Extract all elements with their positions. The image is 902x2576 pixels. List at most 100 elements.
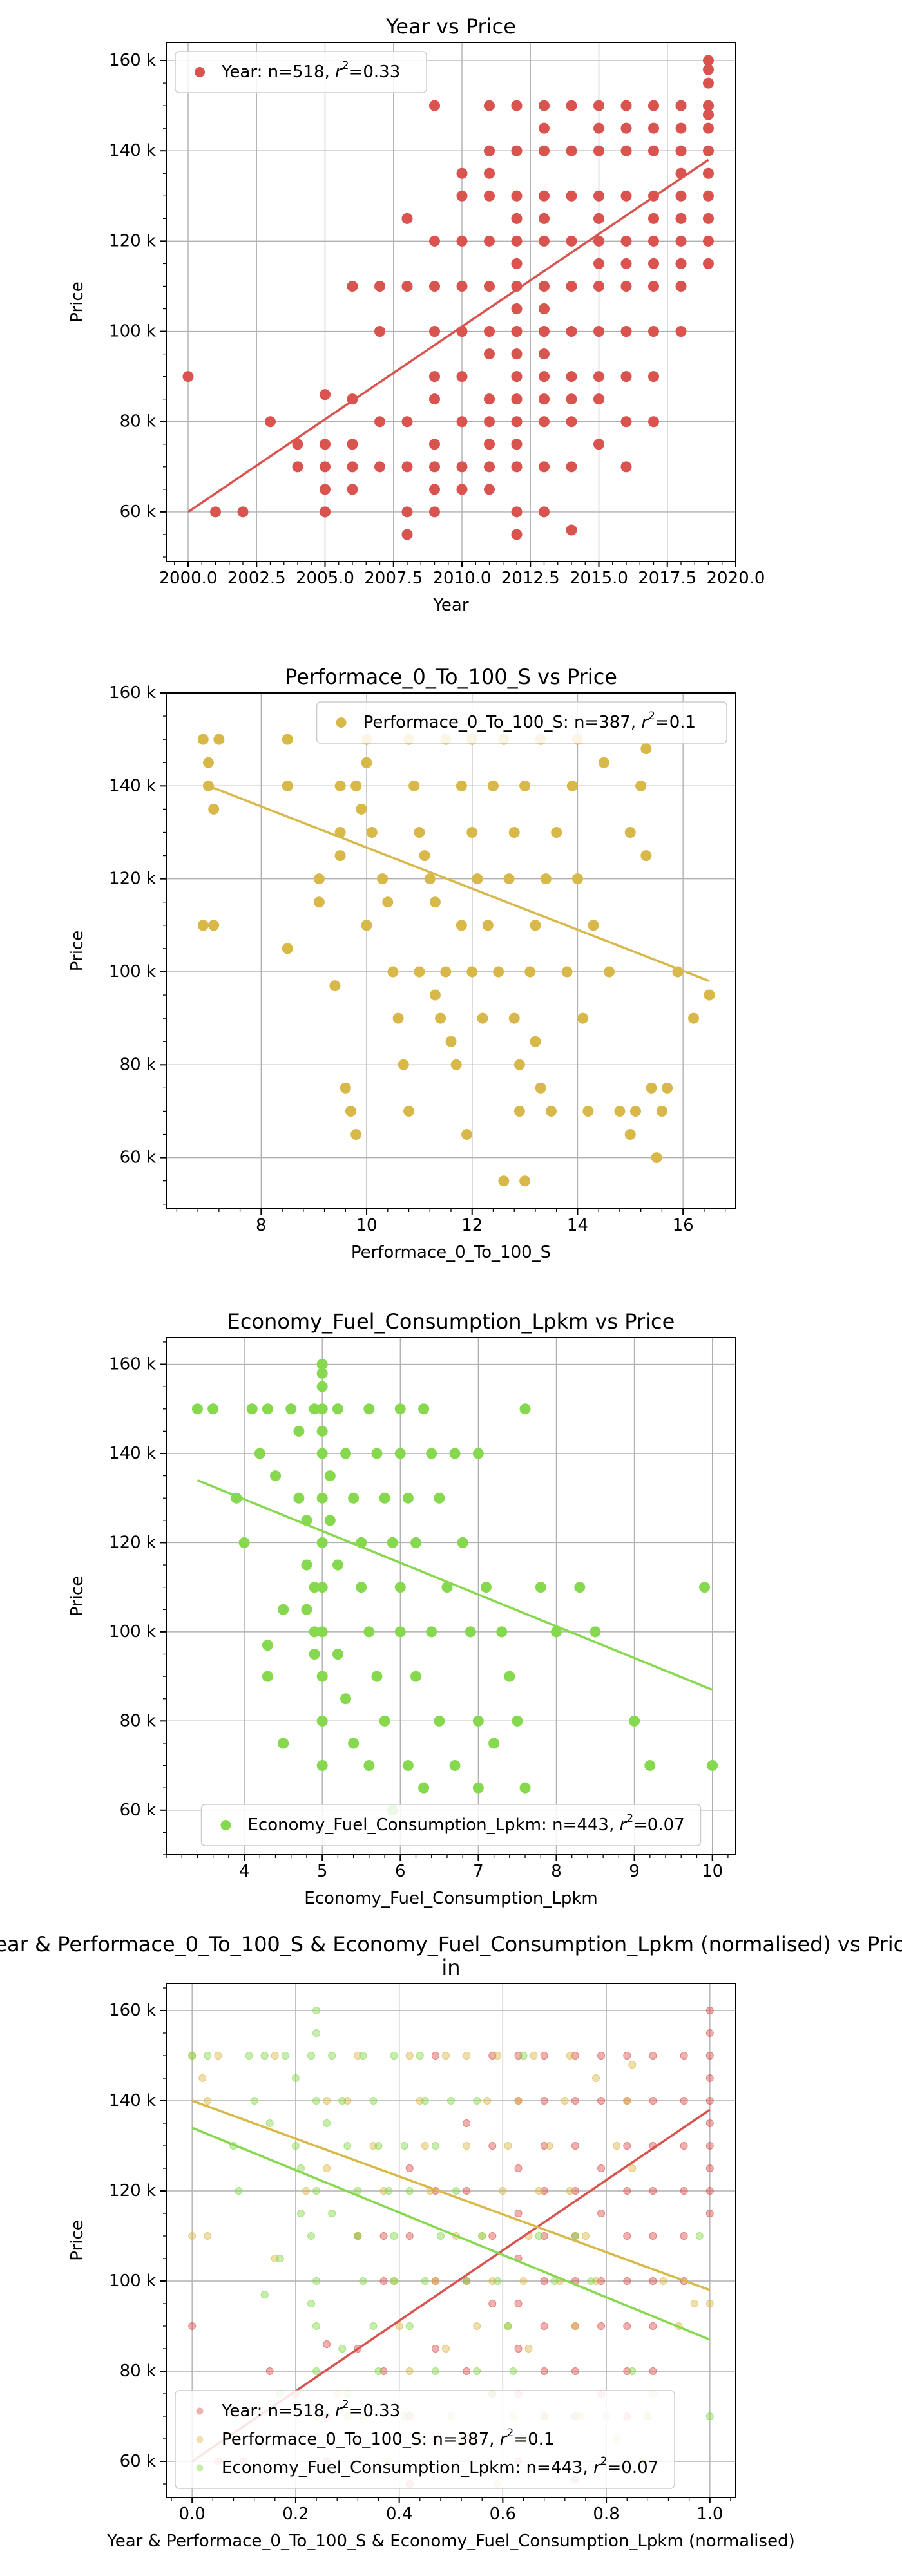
x-tick-label: 8 xyxy=(551,1862,562,1881)
data-point xyxy=(597,2097,606,2105)
data-point xyxy=(426,1626,437,1638)
data-point xyxy=(675,145,687,156)
data-point xyxy=(324,1515,336,1526)
data-point xyxy=(204,2052,212,2060)
regression-line xyxy=(191,2126,711,2341)
data-point xyxy=(473,2367,481,2375)
y-tick-label: 140 k xyxy=(109,2091,156,2110)
data-point xyxy=(445,1036,457,1047)
data-point xyxy=(262,1403,273,1415)
data-point xyxy=(566,371,577,383)
data-point xyxy=(504,2142,512,2150)
data-point xyxy=(334,850,346,862)
data-point xyxy=(648,258,659,269)
data-point xyxy=(324,1470,336,1482)
data-point xyxy=(456,235,468,247)
data-point xyxy=(238,1537,250,1548)
data-point xyxy=(282,780,293,791)
data-point xyxy=(649,2097,657,2105)
data-point xyxy=(435,1012,446,1024)
data-point xyxy=(539,235,550,247)
y-tick-label: 120 k xyxy=(109,231,156,251)
data-point xyxy=(296,2210,305,2217)
data-point xyxy=(429,235,440,247)
data-point xyxy=(511,326,523,337)
data-point xyxy=(511,213,523,224)
data-point xyxy=(356,1582,367,1593)
x-tick-label: 2020.0 xyxy=(707,569,765,588)
y-tick-label: 80 k xyxy=(120,2362,156,2381)
data-point xyxy=(356,803,367,815)
data-point xyxy=(566,416,577,428)
data-point xyxy=(483,2097,492,2105)
data-point xyxy=(511,393,523,405)
data-point xyxy=(597,2052,606,2060)
data-point xyxy=(519,1403,531,1415)
data-point xyxy=(504,2322,512,2330)
data-point xyxy=(463,2277,471,2285)
data-point xyxy=(577,1012,589,1024)
data-point xyxy=(394,1582,406,1593)
data-point xyxy=(705,2164,714,2172)
data-point xyxy=(405,2164,414,2172)
data-point xyxy=(571,2322,579,2330)
y-tick-label: 60 k xyxy=(120,1148,156,1168)
data-point xyxy=(405,2232,414,2240)
data-point xyxy=(316,1492,328,1504)
data-point xyxy=(566,235,577,247)
data-point xyxy=(649,2232,657,2240)
data-point xyxy=(441,2345,450,2353)
data-point xyxy=(414,826,425,838)
data-point xyxy=(540,2367,548,2375)
chart-3: 4 5 6 7 8 9 10 60 k 80 k 100 k 120 k 140 k 160 k Econ… xyxy=(68,1309,736,1908)
legend-marker xyxy=(196,2407,204,2415)
data-point xyxy=(550,2277,559,2285)
data-point xyxy=(484,280,495,292)
data-point xyxy=(405,2322,414,2330)
data-point xyxy=(426,1448,437,1459)
data-point xyxy=(648,145,659,156)
data-point xyxy=(210,506,221,518)
data-point xyxy=(503,873,515,885)
data-point xyxy=(334,780,346,791)
data-point xyxy=(707,1760,718,1772)
data-point xyxy=(250,2097,258,2105)
data-point xyxy=(188,2052,197,2060)
data-point xyxy=(332,1559,343,1571)
data-point xyxy=(484,393,495,405)
data-point xyxy=(316,1403,328,1415)
data-point xyxy=(680,2052,688,2060)
data-point xyxy=(513,1105,525,1117)
data-point xyxy=(705,2412,714,2420)
data-point xyxy=(382,896,394,908)
data-point xyxy=(623,2322,631,2330)
data-point xyxy=(374,2142,383,2150)
data-point xyxy=(473,2097,481,2105)
data-point xyxy=(705,2119,714,2127)
x-tick-label: 1.0 xyxy=(696,2505,723,2524)
data-point xyxy=(245,2052,253,2060)
data-point xyxy=(514,2345,523,2353)
x-tick-label: 8 xyxy=(256,1216,267,1235)
data-point xyxy=(449,1448,461,1459)
data-point xyxy=(480,1582,492,1593)
data-point xyxy=(530,920,541,931)
data-point xyxy=(472,1448,484,1459)
data-point xyxy=(519,2277,528,2285)
data-point xyxy=(347,484,358,495)
data-point xyxy=(551,826,562,838)
data-point xyxy=(540,2322,548,2330)
data-point xyxy=(484,167,495,179)
data-point xyxy=(282,734,293,745)
data-point xyxy=(649,2277,657,2285)
data-point xyxy=(620,122,632,134)
x-tick-label: 7 xyxy=(473,1862,484,1881)
data-point xyxy=(566,2187,574,2195)
data-point xyxy=(623,2277,631,2285)
data-point xyxy=(449,1760,461,1772)
y-tick-label: 160 k xyxy=(109,2001,156,2020)
data-point xyxy=(461,1129,473,1141)
x-tick-label: 2005.0 xyxy=(296,569,354,588)
data-point xyxy=(628,2061,637,2069)
chart-title-line1: Year & Performace_0_To_100_S & Economy_F… xyxy=(0,1932,902,1956)
